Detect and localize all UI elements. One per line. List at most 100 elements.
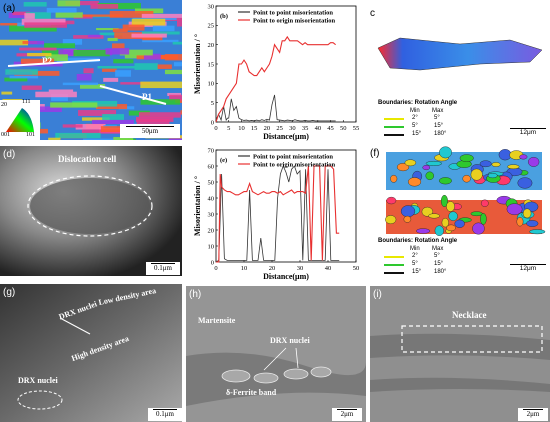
- bd-swatch-yellow-f: [384, 256, 404, 258]
- grain: [78, 110, 117, 116]
- y-tick-label: 40: [208, 195, 215, 202]
- grain: [404, 159, 417, 167]
- ipf-111: 111: [22, 99, 31, 105]
- grain: [519, 154, 528, 160]
- grain: [529, 229, 546, 235]
- y-tick-label: 20: [208, 227, 215, 234]
- grain: [439, 146, 452, 159]
- grain: [8, 12, 36, 19]
- grain: [472, 222, 485, 235]
- grain: [35, 91, 77, 98]
- series-line-0: [215, 164, 340, 263]
- scale-i: 2μm: [518, 408, 548, 421]
- grain: [95, 104, 128, 110]
- h-martensite: Martensite: [198, 316, 236, 325]
- bd-min-head-c: Min: [410, 108, 420, 114]
- bd-f-row0-min: 2°: [412, 253, 418, 259]
- y-tick-label: 10: [208, 81, 215, 88]
- x-tick-label: 55: [353, 125, 360, 132]
- grain: [142, 35, 163, 41]
- bd-row0-max: 5°: [434, 115, 440, 121]
- grain: [21, 85, 42, 90]
- y-tick-label: 0: [211, 119, 214, 126]
- x-tick-label: 35: [302, 125, 309, 132]
- grain: [169, 94, 182, 101]
- grain: [507, 164, 520, 170]
- panel-h: (h) Martensite DRX nuclei δ-Ferrite band…: [186, 286, 366, 422]
- grain: [422, 165, 431, 171]
- grain: [55, 12, 83, 18]
- h-ferrite: δ-Ferrite band: [226, 388, 277, 397]
- bd-swatch-green: [384, 126, 404, 128]
- grain: [136, 118, 170, 126]
- grain: [446, 201, 455, 212]
- grain: [131, 18, 166, 26]
- chart-e: 0 10 20 30 40 50 0 10 20 30 40 50 60 70 Distance(μm) Mi…: [193, 147, 359, 281]
- scale-g: 0.1μm: [148, 408, 182, 421]
- y-tick-label: 70: [208, 147, 215, 154]
- x-tick-label: 20: [264, 125, 271, 132]
- boundaries-title-f: Boundaries: Rotation Angle: [378, 238, 458, 244]
- x-tick-label: 25: [276, 125, 283, 132]
- panel-d: (d) Dislocation cell 0.1μm: [0, 146, 182, 276]
- grain: [113, 59, 134, 64]
- grain: [120, 82, 150, 85]
- grain: [386, 196, 397, 205]
- grain: [28, 40, 44, 45]
- tem-image-d: [0, 146, 182, 276]
- grain: [55, 132, 101, 139]
- series-line-1: [216, 165, 340, 263]
- x-tick-label: 10: [238, 125, 245, 132]
- grain: [102, 114, 125, 121]
- grain: [491, 162, 501, 167]
- panel-i-label: (i): [373, 289, 382, 300]
- x-tick-label: 5: [227, 125, 230, 132]
- boundaries-title-c: Boundaries: Rotation Angle: [378, 100, 458, 106]
- panel-label: (e): [220, 157, 227, 164]
- y-axis-label: Misorientation / °: [193, 34, 202, 94]
- grain: [448, 211, 458, 221]
- grain: [62, 124, 83, 128]
- grain: [105, 48, 130, 55]
- scale-f-text: 12μm: [519, 265, 537, 272]
- grain: [102, 68, 117, 72]
- grain: [75, 124, 106, 130]
- grain: [142, 39, 179, 43]
- panel-i: (i) Necklace 2μm: [370, 286, 550, 422]
- grain: [56, 57, 100, 63]
- grain: [38, 106, 62, 112]
- y-tick-label: 20: [208, 42, 215, 49]
- bd-swatch-yellow: [384, 118, 404, 120]
- grain: [1, 91, 13, 95]
- panel-f-label: (f): [370, 148, 380, 159]
- grain: [122, 24, 145, 31]
- grain: [90, 4, 119, 9]
- bd-f-row0-max: 5°: [434, 253, 440, 259]
- y-tick-label: 60: [208, 163, 215, 170]
- grain: [479, 160, 492, 168]
- grain: [107, 37, 118, 42]
- grain: [99, 32, 123, 36]
- panel-a: (a) P2 P1 111 001 101 20 50μm: [0, 0, 182, 140]
- grain: [480, 213, 487, 225]
- series-line-1: [215, 35, 336, 123]
- grain: [20, 58, 55, 64]
- legend-label: Point to origin misorientation: [253, 17, 336, 24]
- grain: [100, 126, 132, 132]
- grain: [4, 77, 28, 82]
- scale-i-text: 2μm: [526, 410, 540, 418]
- grain: [428, 213, 440, 219]
- ipf-001: 001: [1, 132, 10, 138]
- grain: [528, 157, 540, 167]
- scale-h-text: 2μm: [340, 410, 354, 418]
- grain: [19, 47, 57, 51]
- h-drx: DRX nuclei: [270, 336, 310, 345]
- grain: [51, 94, 68, 101]
- grain: [134, 8, 164, 14]
- x-tick-label: 10: [241, 265, 248, 272]
- bd-row0-min: 2°: [412, 115, 418, 121]
- grain: [157, 64, 172, 69]
- grain: [45, 54, 68, 61]
- sem-image-i: [370, 286, 550, 422]
- grain: [131, 33, 167, 38]
